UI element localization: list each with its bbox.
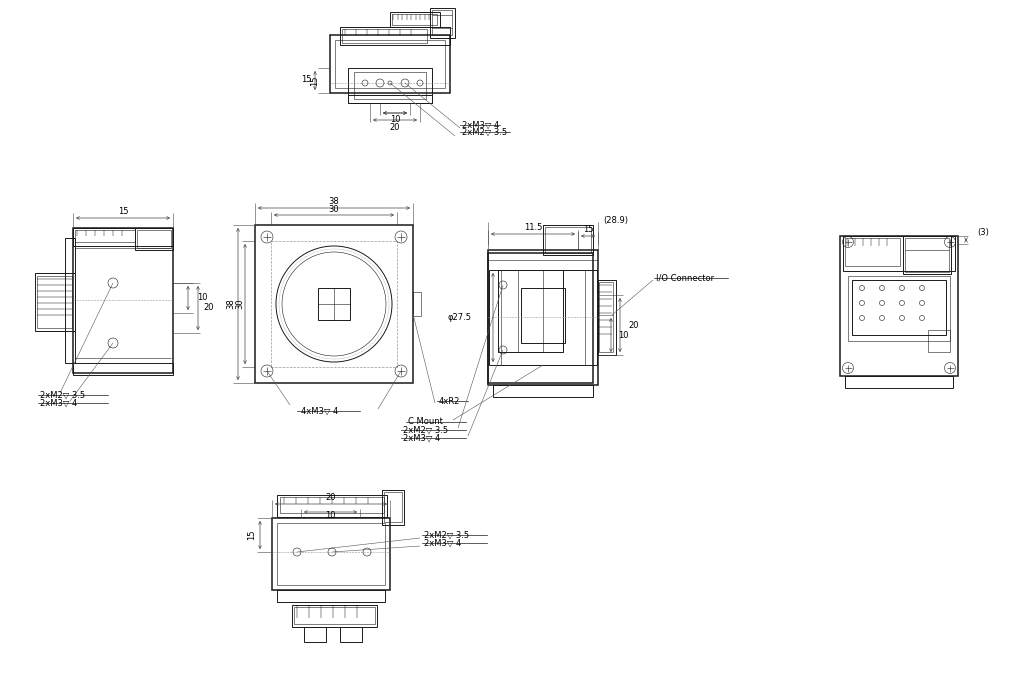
Bar	[354, 72, 426, 99]
Bar	[73, 363, 173, 375]
Bar	[340, 27, 450, 45]
Bar	[848, 276, 950, 341]
Bar	[277, 495, 387, 517]
Text: I/O Connector: I/O Connector	[656, 274, 714, 283]
Bar	[501, 270, 585, 365]
Text: 38: 38	[227, 299, 236, 309]
Bar	[518, 270, 543, 352]
Text: 20: 20	[203, 302, 213, 312]
Text: 15: 15	[302, 76, 312, 85]
Bar	[75, 230, 135, 242]
Text: 15: 15	[247, 530, 256, 540]
Bar	[137, 230, 171, 248]
Text: φ27.5: φ27.5	[448, 312, 472, 321]
Text: 15: 15	[310, 76, 319, 86]
Bar	[35, 273, 75, 331]
Text: 10: 10	[389, 116, 401, 125]
Bar	[493, 385, 593, 397]
Bar	[255, 225, 413, 383]
Text: 38: 38	[329, 197, 339, 206]
Text: 20: 20	[628, 321, 639, 330]
Bar	[277, 590, 385, 602]
Text: C Mount: C Mount	[408, 417, 443, 426]
Bar	[73, 228, 173, 373]
Bar	[342, 29, 427, 43]
Text: 11.5: 11.5	[524, 223, 542, 232]
Text: 2xM2▽ 3.5: 2xM2▽ 3.5	[424, 531, 469, 540]
Bar	[598, 280, 616, 355]
Bar	[280, 497, 384, 513]
Text: 2xM3▽ 4: 2xM3▽ 4	[462, 120, 500, 130]
Bar	[488, 250, 598, 385]
Bar	[413, 292, 421, 316]
Bar	[390, 12, 440, 27]
Bar	[330, 35, 450, 93]
Bar	[272, 518, 390, 590]
Bar	[135, 228, 173, 250]
Bar	[928, 330, 950, 352]
Bar	[497, 270, 563, 352]
Bar	[304, 627, 327, 642]
Text: 10: 10	[618, 332, 628, 340]
Text: 15: 15	[117, 207, 129, 216]
Text: 10: 10	[324, 510, 335, 519]
Text: 4xM3▽ 4: 4xM3▽ 4	[302, 407, 339, 416]
Text: (3): (3)	[977, 228, 989, 237]
Bar	[903, 236, 951, 274]
Text: 2xM2▽ 3.5: 2xM2▽ 3.5	[40, 391, 85, 400]
Bar	[543, 225, 593, 255]
Bar	[843, 236, 955, 271]
Text: 2xM3▽ 4: 2xM3▽ 4	[403, 433, 440, 442]
Bar	[348, 95, 432, 103]
Bar	[392, 14, 437, 25]
Text: 20: 20	[389, 122, 401, 132]
Bar	[599, 282, 613, 352]
Text: 2xM2▽ 3.5: 2xM2▽ 3.5	[462, 127, 507, 136]
Bar	[905, 238, 949, 272]
Text: 30: 30	[329, 206, 339, 214]
Bar	[37, 276, 72, 328]
Bar	[489, 270, 597, 365]
Bar	[432, 10, 452, 35]
Bar	[521, 288, 565, 343]
Text: 30: 30	[236, 299, 244, 309]
Bar	[840, 236, 958, 376]
Bar	[384, 492, 402, 522]
Bar	[318, 288, 350, 320]
Bar	[488, 253, 593, 383]
Bar	[348, 68, 432, 103]
Text: 2xM3▽ 4: 2xM3▽ 4	[424, 538, 461, 547]
Bar	[340, 627, 362, 642]
Text: 2xM3▽ 4: 2xM3▽ 4	[40, 398, 77, 407]
Bar	[845, 238, 900, 266]
Text: (28.9): (28.9)	[603, 216, 628, 225]
Text: 15: 15	[583, 225, 593, 234]
Bar	[291, 605, 377, 627]
Bar	[65, 238, 75, 363]
Bar	[382, 490, 404, 525]
Bar	[294, 607, 375, 624]
Text: 2xM2▽ 3.5: 2xM2▽ 3.5	[403, 426, 448, 435]
Bar	[73, 228, 173, 246]
Bar	[852, 280, 946, 335]
Bar	[845, 376, 953, 388]
Text: 20: 20	[325, 494, 336, 503]
Bar	[271, 241, 397, 367]
Text: 10: 10	[197, 293, 207, 302]
Text: 4xR2: 4xR2	[439, 396, 460, 405]
Bar	[430, 8, 455, 38]
Bar	[545, 227, 591, 253]
